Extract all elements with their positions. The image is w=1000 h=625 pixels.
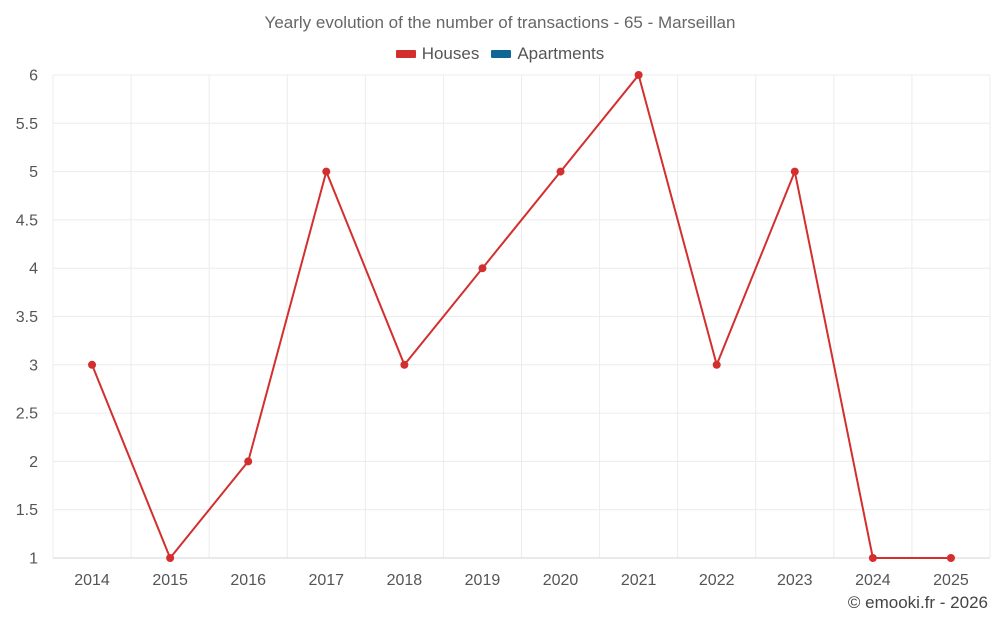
data-point[interactable] — [946, 554, 955, 562]
series-layer — [88, 71, 955, 562]
data-point[interactable] — [868, 554, 877, 562]
grid-lines — [52, 74, 991, 559]
legend-label-apartments: Apartments — [517, 44, 605, 63]
legend-swatch-apartments — [491, 50, 512, 58]
x-tick-label: 2024 — [855, 572, 891, 589]
y-tick-label: 2 — [29, 454, 38, 471]
data-point[interactable] — [478, 264, 487, 273]
y-tick-label: 6 — [29, 68, 38, 85]
credit-text: © emooki.fr - 2026 — [847, 593, 988, 612]
data-point[interactable] — [556, 167, 565, 176]
x-tick-label: 2022 — [699, 572, 735, 589]
y-tick-label: 3 — [29, 357, 38, 374]
x-tick-label: 2025 — [933, 572, 969, 589]
x-tick-label: 2020 — [543, 572, 579, 589]
legend-label-houses: Houses — [421, 44, 480, 63]
y-tick-label: 2.5 — [16, 406, 38, 423]
data-point[interactable] — [712, 360, 721, 369]
legend-swatch-houses — [395, 50, 416, 58]
y-tick-label: 1.5 — [16, 502, 38, 519]
x-tick-label: 2016 — [230, 572, 266, 589]
data-point[interactable] — [400, 360, 409, 369]
data-point[interactable] — [166, 554, 175, 562]
x-tick-label: 2023 — [777, 572, 813, 589]
series-line-houses — [91, 74, 951, 559]
chart-title: Yearly evolution of the number of transa… — [264, 13, 736, 32]
legend-item-apartments[interactable]: Apartments — [491, 44, 604, 64]
data-point[interactable] — [322, 167, 331, 176]
y-tick-label: 5 — [29, 164, 38, 181]
y-tick-label: 5.5 — [16, 116, 38, 133]
y-axis: 1 1.5 2 2.5 3 3.5 4 4.5 5 5.5 6 — [16, 68, 38, 568]
data-point[interactable] — [634, 71, 643, 79]
y-tick-label: 3.5 — [16, 309, 38, 326]
x-tick-label: 2015 — [152, 572, 188, 589]
data-point[interactable] — [88, 360, 97, 369]
x-tick-label: 2021 — [621, 572, 657, 589]
x-axis: 2014 2015 2016 2017 2018 2019 2020 2021 2022 2023… — [53, 557, 990, 589]
legend-item-houses[interactable]: Houses — [395, 44, 480, 64]
y-tick-label: 4.5 — [16, 212, 38, 229]
x-tick-label: 2017 — [308, 572, 344, 589]
data-point[interactable] — [790, 167, 799, 176]
y-tick-label: 1 — [29, 551, 38, 568]
data-point[interactable] — [244, 457, 253, 466]
x-tick-label: 2018 — [387, 572, 423, 589]
chart-legend: Houses Apartments — [0, 44, 1000, 64]
x-tick-label: 2019 — [465, 572, 501, 589]
y-tick-label: 4 — [29, 261, 38, 278]
x-tick-label: 2014 — [74, 572, 110, 589]
